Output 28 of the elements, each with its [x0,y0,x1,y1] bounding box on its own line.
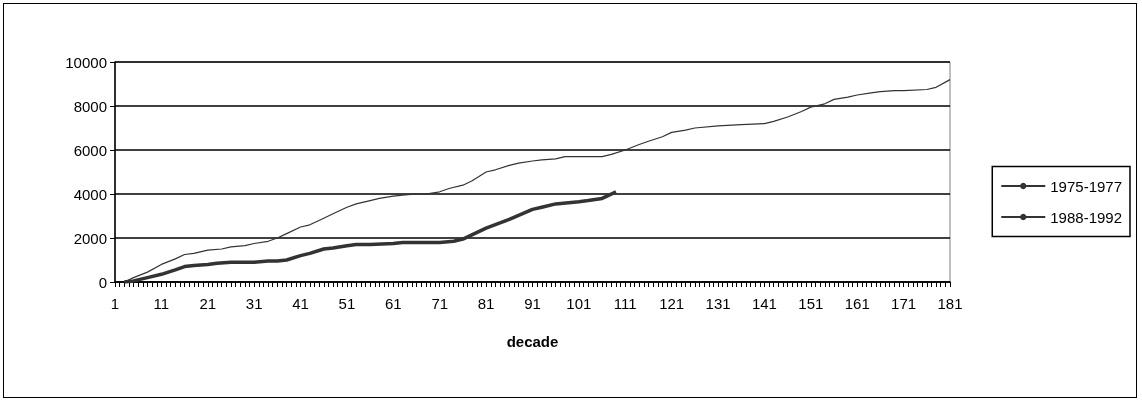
y-tick-label: 10000 [65,53,107,71]
x-tick-label: 181 [937,295,963,312]
x-axis-title: decade [506,333,559,350]
x-tick-label: 61 [384,295,402,312]
x-tick-label: 31 [245,295,263,312]
y-tick-label: 6000 [73,141,107,159]
x-tick-label: 41 [292,295,309,312]
y-tick-label: 0 [98,273,107,291]
y-tick-label: 8000 [73,97,107,115]
x-tick-label: 111 [613,295,637,312]
x-tick-label: 161 [844,295,870,312]
x-tick-label: 151 [798,295,824,312]
x-tick-label: 11 [153,295,170,312]
x-tick-label: 51 [338,295,356,312]
legend-label: 1988-1992 [1050,208,1122,226]
y-tick-label: 4000 [73,185,107,203]
x-tick-label: 1 [110,295,120,312]
x-tick-label: 91 [524,295,541,312]
legend-label: 1975-1977 [1050,177,1122,195]
x-tick-label: 21 [199,295,217,312]
x-tick-label: 131 [705,295,731,312]
x-tick-label: 101 [566,295,592,312]
x-tick-label: 81 [477,295,495,312]
x-tick-label: 141 [751,295,777,312]
x-tick-label: 121 [659,295,685,312]
x-tick-label: 71 [431,295,449,312]
y-tick-label: 2000 [73,229,107,247]
x-tick-label: 171 [891,295,917,312]
